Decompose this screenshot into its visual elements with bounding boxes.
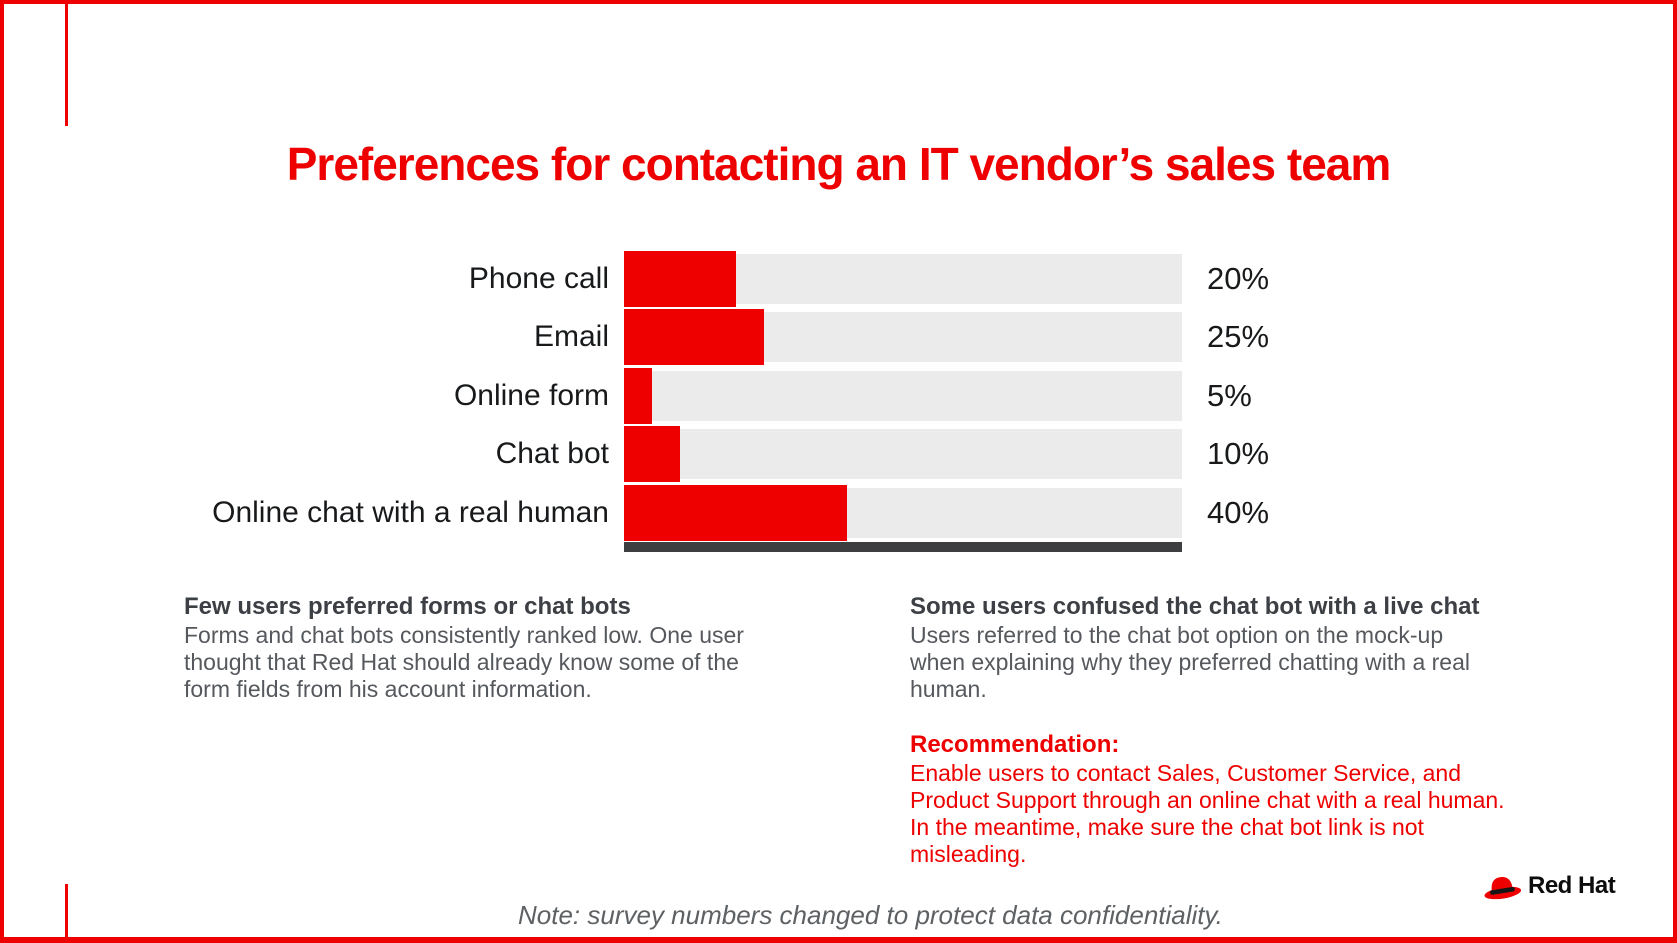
recommendation-text-line: In the meantime, make sure the chat bot … [910, 814, 1424, 840]
bar-area [624, 251, 1182, 307]
chart-row-online-chat-real-human: Online chat with a real human 40% [4, 485, 1673, 541]
bar-fill [624, 309, 764, 365]
insight-heading: Some users confused the chat bot with a … [910, 593, 1480, 620]
insight-heading: Few users preferred forms or chat bots [184, 593, 631, 620]
chart-row-chat-bot: Chat bot 10% [4, 426, 1673, 482]
bar-fill [624, 485, 848, 541]
confidentiality-note: Note: survey numbers changed to protect … [518, 900, 1223, 930]
chart-row-phone-call: Phone call 20% [4, 251, 1673, 307]
insight-text-line: form fields from his account information… [184, 676, 592, 702]
page-title: Preferences for contacting an IT vendor’… [286, 138, 1392, 190]
bar-fill [624, 368, 652, 424]
bar-track [624, 371, 1182, 421]
recommendation-text-line: Enable users to contact Sales, Customer … [910, 760, 1462, 786]
recommendation-heading: Recommendation: [910, 731, 1120, 758]
category-label: Online chat with a real human [212, 496, 609, 529]
bar-track [624, 429, 1182, 479]
category-label: Phone call [468, 262, 609, 295]
insight-right-column: Some users confused the chat bot with a … [910, 592, 1485, 703]
bar-area [624, 426, 1182, 482]
red-hat-logo: Red Hat [1482, 868, 1616, 904]
insight-text-line: when explaining why they preferred chatt… [910, 649, 1470, 675]
value-label: 40% [1207, 495, 1270, 530]
bar-fill [624, 426, 680, 482]
bar-area [624, 485, 1182, 541]
bar-area [624, 309, 1182, 365]
bar-area [624, 368, 1182, 424]
value-label: 5% [1207, 378, 1252, 413]
value-label: 10% [1207, 436, 1270, 471]
recommendation-block: Recommendation: Enable users to contact … [910, 730, 1510, 868]
insight-left-column: Few users preferred forms or chat bots F… [184, 592, 759, 703]
insight-text-line: Users referred to the chat bot option on… [910, 622, 1444, 648]
recommendation-text-line: misleading. [910, 841, 1027, 867]
bottom-left-accent-line [65, 884, 68, 937]
category-label: Email [533, 320, 609, 353]
insight-text-line: thought that Red Hat should already know… [184, 649, 739, 675]
red-hat-logo-text: Red Hat [1528, 872, 1616, 899]
chart-axis-line [624, 542, 1182, 552]
bar-chart: Phone call 20% Email 25% Online form 5% [4, 251, 1673, 561]
insight-text-line: Forms and chat bots consistently ranked … [184, 622, 744, 648]
top-left-accent-line [65, 4, 68, 126]
chart-row-email: Email 25% [4, 309, 1673, 365]
chart-row-online-form: Online form 5% [4, 368, 1673, 424]
category-label: Online form [453, 379, 609, 412]
red-hat-fedora-icon [1482, 869, 1522, 903]
insight-text-line: human. [910, 676, 987, 702]
recommendation-text-line: Product Support through an online chat w… [910, 787, 1505, 813]
value-label: 20% [1207, 261, 1270, 296]
category-label: Chat bot [495, 437, 609, 470]
bar-fill [624, 251, 736, 307]
value-label: 25% [1207, 319, 1270, 354]
